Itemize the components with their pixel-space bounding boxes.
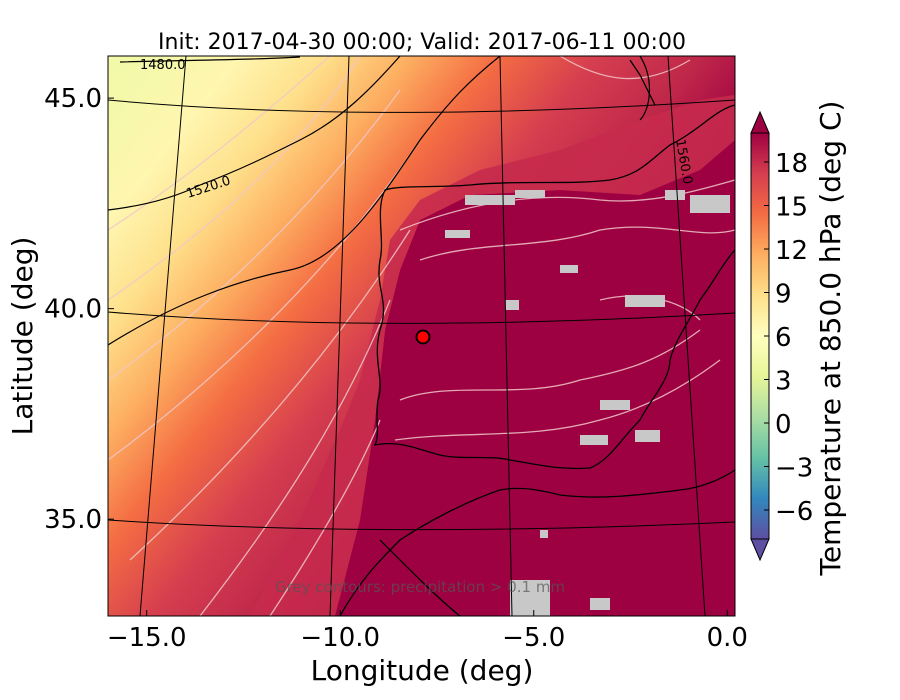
plot-frame (107, 55, 736, 617)
x-tick-label: −15.0 (107, 623, 187, 653)
colorbar-label: Temperature at 850.0 hPa (deg C) (814, 101, 847, 577)
x-tick-label: −5.0 (502, 623, 565, 653)
map-field: 1480.0 1520.0 1560.0 Grey contours: prec… (108, 56, 735, 616)
location-marker (415, 329, 431, 345)
warm-region-west (250, 95, 735, 616)
contour-label-1480: 1480.0 (140, 58, 186, 73)
y-tick-label: 45.0 (44, 84, 102, 114)
colorbar-tick-label: 6 (775, 323, 792, 353)
precipitation-patches (445, 190, 730, 616)
y-tick-label: 40.0 (44, 295, 102, 325)
x-axis-label: Longitude (deg) (311, 654, 534, 687)
colorbar-tick-label: 0 (775, 410, 792, 440)
graticule (108, 56, 735, 616)
precipitation-note: Grey contours: precipitation > 0.1 mm (275, 578, 565, 596)
colorbar-tick-label: 15 (775, 193, 808, 223)
x-axis: −15.0 −10.0 −5.0 0.0 (107, 610, 748, 653)
y-axis: 35.0 40.0 45.0 (44, 84, 114, 535)
x-tick-label: −10.0 (300, 623, 380, 653)
colorbar: −6 −3 0 3 6 9 12 15 18 (750, 110, 813, 562)
chart-title: Init: 2017-04-30 00:00; Valid: 2017-06-1… (158, 30, 686, 55)
light-contours (108, 56, 735, 616)
x-tick-label: 0.0 (707, 623, 748, 653)
warm-region (335, 140, 735, 616)
colorbar-tick-label: 12 (775, 236, 808, 266)
colorbar-tick-label: 3 (775, 367, 792, 397)
colorbar-tick-label: −3 (775, 454, 813, 484)
colorbar-tick-label: 9 (775, 280, 792, 310)
colorbar-extend-max (750, 110, 770, 134)
colorbar-tick-label: 18 (775, 149, 808, 179)
y-axis-label: Latitude (deg) (6, 237, 39, 436)
geopotential-contours (108, 56, 651, 346)
coastlines (339, 59, 735, 616)
y-tick-label: 35.0 (44, 505, 102, 535)
colorbar-extend-min (750, 538, 770, 562)
colorbar-tick-label: −6 (775, 497, 813, 527)
